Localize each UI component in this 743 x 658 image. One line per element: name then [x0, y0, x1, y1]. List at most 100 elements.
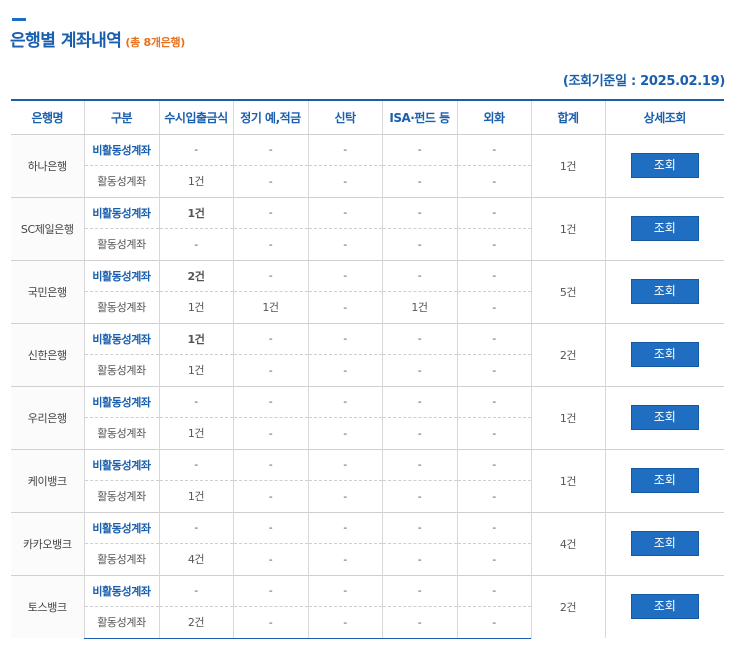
page-title: 은행별 계좌내역 (총 8개은행)	[10, 26, 185, 51]
bank-name: 카카오뱅크	[11, 511, 84, 575]
cell-trust: -	[307, 417, 382, 449]
account-type-active: 활동성계좌	[83, 165, 159, 197]
cell-time-deposit: -	[232, 196, 308, 229]
cell-time-deposit: -	[232, 574, 308, 607]
table-row: 활동성계좌 1건 - - - -	[11, 480, 724, 512]
cell-foreign-currency: -	[456, 228, 531, 260]
cell-trust: -	[307, 448, 382, 481]
cell-foreign-currency: -	[456, 354, 531, 386]
header-isa-fund: ISA·펀드 등	[381, 99, 457, 135]
cell-demand-deposit: 4건	[158, 543, 233, 575]
cell-demand-deposit: -	[158, 385, 233, 418]
table-row: 우리은행 비활동성계좌 - - - - -1건 조회	[11, 385, 724, 449]
header-detail: 상세조회	[604, 99, 724, 135]
account-type-inactive: 비활동성계좌	[83, 385, 159, 418]
cell-demand-deposit: 1건	[158, 322, 233, 355]
table-row: 활동성계좌 2건 - - - -	[11, 606, 724, 639]
header-total: 합계	[530, 99, 605, 135]
cell-foreign-currency: -	[456, 448, 531, 481]
cell-total: 1건	[530, 133, 605, 197]
detail-lookup-button[interactable]: 조회	[630, 153, 699, 178]
cell-demand-deposit: 1건	[158, 354, 233, 386]
cell-foreign-currency: -	[456, 165, 531, 197]
cell-demand-deposit: 1건	[158, 291, 233, 323]
cell-isa-fund: -	[381, 322, 457, 355]
account-type-inactive: 비활동성계좌	[83, 196, 159, 229]
bank-name: 신한은행	[11, 322, 84, 386]
cell-demand-deposit: -	[158, 574, 233, 607]
cell-demand-deposit: 2건	[158, 259, 233, 292]
cell-demand-deposit: 1건	[158, 196, 233, 229]
cell-trust: -	[307, 543, 382, 575]
cell-trust: -	[307, 133, 382, 166]
cell-trust: -	[307, 574, 382, 607]
cell-total: 1건	[530, 196, 605, 260]
cell-total: 2건	[530, 574, 605, 638]
table-row: 활동성계좌 - - - - -	[11, 228, 724, 260]
detail-cell: 조회	[604, 196, 724, 260]
cell-trust: -	[307, 480, 382, 512]
bank-name: 케이뱅크	[11, 448, 84, 512]
cell-isa-fund: -	[381, 133, 457, 166]
cell-time-deposit: -	[232, 322, 308, 355]
bank-count-subtitle: (총 8개은행)	[125, 36, 186, 49]
account-type-inactive: 비활동성계좌	[83, 322, 159, 355]
cell-time-deposit: -	[232, 228, 308, 260]
header-time-deposit: 정기 예,적금	[232, 99, 308, 135]
header-type: 구분	[83, 99, 159, 135]
detail-lookup-button[interactable]: 조회	[630, 216, 699, 241]
table-row: 활동성계좌 1건 - - - -	[11, 417, 724, 449]
cell-time-deposit: -	[232, 259, 308, 292]
cell-demand-deposit: -	[158, 511, 233, 544]
cell-demand-deposit: 2건	[158, 606, 233, 639]
cell-foreign-currency: -	[456, 543, 531, 575]
query-date: (조회기준일 : 2025.02.19)	[562, 74, 725, 89]
detail-lookup-button[interactable]: 조회	[630, 279, 699, 304]
account-type-active: 활동성계좌	[83, 417, 159, 449]
detail-lookup-button[interactable]: 조회	[630, 531, 699, 556]
table-row: 활동성계좌 1건 - - - -	[11, 165, 724, 197]
cell-isa-fund: -	[381, 354, 457, 386]
detail-lookup-button[interactable]: 조회	[630, 594, 699, 620]
cell-trust: -	[307, 259, 382, 292]
header-foreign-currency: 외화	[456, 99, 531, 135]
table-row: 활동성계좌 1건 1건 -1건 -	[11, 291, 724, 323]
cell-demand-deposit: -	[158, 448, 233, 481]
detail-cell: 조회	[604, 322, 724, 386]
detail-cell: 조회	[604, 259, 724, 323]
page-title-text: 은행별 계좌내역	[10, 31, 122, 51]
detail-cell: 조회	[604, 574, 724, 638]
cell-time-deposit: -	[232, 133, 308, 166]
cell-isa-fund: -	[381, 259, 457, 292]
cell-foreign-currency: -	[456, 574, 531, 607]
header-trust: 신탁	[307, 99, 382, 135]
table-row: 하나은행 비활동성계좌 - - - - -1건 조회	[11, 133, 724, 197]
cell-isa-fund: 1건	[381, 291, 457, 323]
account-type-inactive: 비활동성계좌	[83, 133, 159, 166]
account-type-active: 활동성계좌	[83, 606, 159, 639]
cell-isa-fund: -	[381, 228, 457, 260]
cell-demand-deposit: 1건	[158, 417, 233, 449]
cell-trust: -	[307, 606, 382, 639]
cell-time-deposit: -	[232, 480, 308, 512]
bank-name: 하나은행	[11, 133, 84, 197]
detail-lookup-button[interactable]: 조회	[630, 405, 699, 430]
detail-lookup-button[interactable]: 조회	[630, 468, 699, 493]
cell-trust: -	[307, 165, 382, 197]
cell-isa-fund: -	[381, 417, 457, 449]
account-table: 은행명 구분 수시입출금식 정기 예,적금 신탁 ISA·펀드 등 외화 합계 …	[11, 99, 724, 639]
cell-foreign-currency: -	[456, 511, 531, 544]
cell-total: 1건	[530, 448, 605, 512]
cell-isa-fund: -	[381, 606, 457, 639]
cell-foreign-currency: -	[456, 259, 531, 292]
detail-lookup-button[interactable]: 조회	[630, 342, 699, 367]
bank-name: 우리은행	[11, 385, 84, 449]
table-row: 신한은행 비활동성계좌 1건 - - - -2건 조회	[11, 322, 724, 386]
table-row: SC제일은행 비활동성계좌 1건 - - - -1건 조회	[11, 196, 724, 260]
bank-name: SC제일은행	[11, 196, 84, 260]
header-demand-deposit: 수시입출금식	[158, 99, 233, 135]
cell-demand-deposit: -	[158, 228, 233, 260]
detail-cell: 조회	[604, 133, 724, 197]
cell-foreign-currency: -	[456, 196, 531, 229]
bank-name: 토스뱅크	[11, 574, 84, 638]
